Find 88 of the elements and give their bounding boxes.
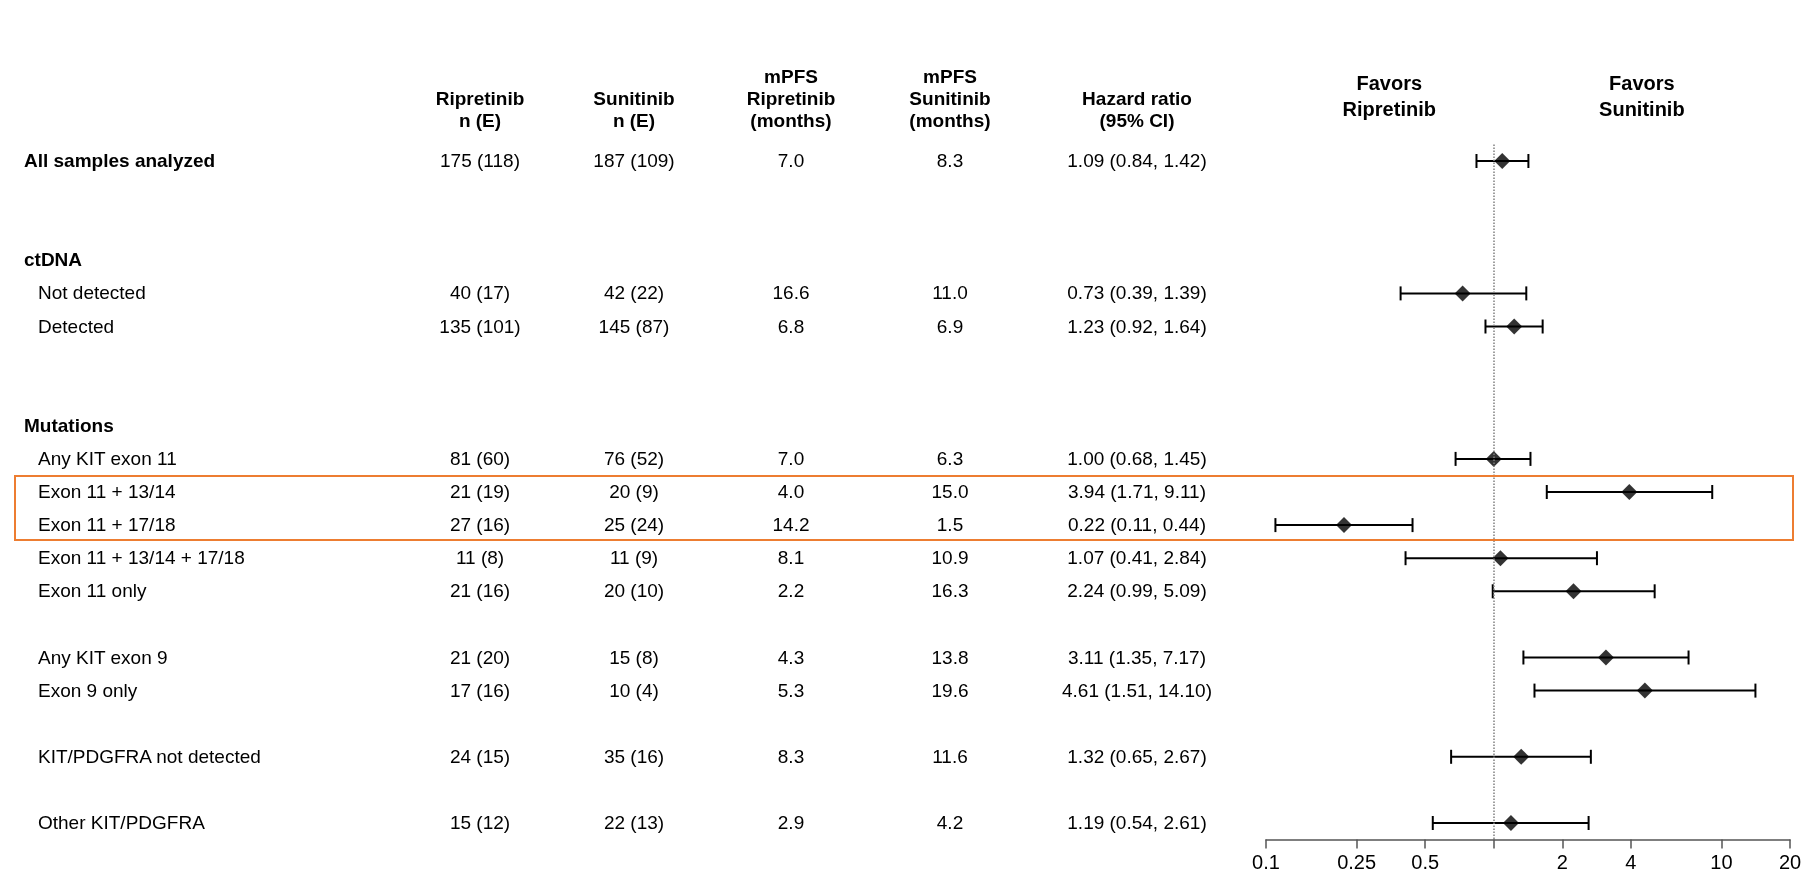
category-label: Other KIT/PDGFRA bbox=[38, 812, 205, 833]
text: 10 (4) bbox=[609, 679, 659, 701]
category-label: Sunitinib n (E) bbox=[592, 88, 676, 132]
category-label: Exon 11 + 17/18 bbox=[38, 514, 176, 536]
category-label: Detected bbox=[38, 315, 115, 337]
x-tick-label: 4 bbox=[1625, 850, 1637, 873]
text: 14.2 bbox=[772, 514, 810, 536]
text: 6.8 bbox=[777, 315, 805, 337]
text: 2.9 bbox=[777, 812, 805, 833]
text: 8.3 bbox=[777, 745, 805, 767]
text: 2.24 (0.99, 5.09) bbox=[1067, 580, 1207, 602]
text: 16.6 bbox=[772, 282, 810, 304]
text: 42 (22) bbox=[603, 282, 665, 304]
category-label: Any KIT exon 11 bbox=[38, 447, 177, 469]
category-label: mPFS Ripretinib (months) bbox=[745, 66, 837, 132]
text: 17 (16) bbox=[449, 679, 511, 701]
text: 8.3 bbox=[936, 150, 964, 171]
text: 21 (16) bbox=[449, 580, 511, 602]
text: 7.0 bbox=[777, 447, 805, 469]
category-label: ctDNA bbox=[24, 249, 83, 271]
text: 25 (24) bbox=[603, 514, 665, 536]
text: 11.6 bbox=[932, 745, 968, 767]
text: 175 (118) bbox=[440, 150, 520, 171]
text: 20 (10) bbox=[603, 580, 665, 602]
category-label: Ripretinib n (E) bbox=[434, 88, 526, 132]
category-label: Exon 11 only bbox=[38, 580, 147, 602]
x-tick-label: 0.25 bbox=[1337, 850, 1377, 873]
text: Favors Ripretinib bbox=[1342, 72, 1436, 120]
category-label: Not detected bbox=[38, 282, 146, 304]
text: 4.0 bbox=[777, 481, 805, 502]
text: 4.61 (1.51, 14.10) bbox=[1062, 679, 1212, 701]
x-tick-label: 0.1 bbox=[1252, 850, 1280, 873]
text: 1.23 (0.92, 1.64) bbox=[1067, 315, 1207, 337]
text: 15 (12) bbox=[449, 812, 511, 833]
text: 15.0 bbox=[931, 481, 969, 502]
text: 27 (16) bbox=[449, 514, 511, 536]
category-label: All samples analyzed bbox=[24, 150, 216, 171]
text: 1.5 bbox=[936, 514, 964, 536]
text: 11 (8) bbox=[455, 547, 505, 569]
category-label: KIT/PDGFRA not detected bbox=[38, 745, 261, 767]
x-tick-label: 10 bbox=[1710, 850, 1733, 873]
text: Favors Sunitinib bbox=[1599, 72, 1685, 120]
text: 11 (9) bbox=[609, 547, 659, 569]
text: 76 (52) bbox=[603, 447, 665, 469]
x-tick-label: 20 bbox=[1778, 850, 1802, 873]
category-label: Hazard ratio (95% CI) bbox=[1081, 88, 1193, 132]
text: 1.07 (0.41, 2.84) bbox=[1067, 547, 1207, 569]
text: 0.22 (0.11, 0.44) bbox=[1067, 514, 1207, 536]
category-label: Mutations bbox=[24, 414, 114, 436]
x-tick-label: 0.5 bbox=[1411, 850, 1440, 873]
text: 6.3 bbox=[936, 447, 964, 469]
text: 35 (16) bbox=[603, 745, 665, 767]
text: 81 (60) bbox=[449, 447, 511, 469]
x-tick-label: 2 bbox=[1556, 850, 1568, 873]
text: 21 (20) bbox=[449, 646, 511, 668]
text: 1.19 (0.54, 2.61) bbox=[1067, 812, 1207, 833]
text: 15 (8) bbox=[609, 646, 659, 668]
text: 2.2 bbox=[777, 580, 805, 602]
text: 40 (17) bbox=[449, 282, 511, 304]
text: 1.09 (0.84, 1.42) bbox=[1067, 150, 1207, 171]
text: 0.73 (0.39, 1.39) bbox=[1067, 282, 1207, 304]
text: 7.0 bbox=[777, 150, 805, 171]
category-label: mPFS Sunitinib (months) bbox=[908, 66, 992, 132]
text: 21 (19) bbox=[449, 481, 511, 502]
text: 187 (109) bbox=[593, 150, 675, 171]
category-label: Exon 9 only bbox=[38, 679, 138, 701]
text: 135 (101) bbox=[439, 315, 521, 337]
text: 11.0 bbox=[932, 282, 968, 304]
text: 22 (13) bbox=[603, 812, 665, 833]
text: 1.00 (0.68, 1.45) bbox=[1067, 447, 1207, 469]
category-label: Exon 11 + 13/14 + 17/18 bbox=[38, 547, 245, 569]
text: 4.3 bbox=[777, 646, 805, 668]
text: 3.11 (1.35, 7.17) bbox=[1067, 646, 1207, 668]
text: 24 (15) bbox=[449, 745, 511, 767]
text: 145 (87) bbox=[598, 315, 670, 337]
text: 19.6 bbox=[931, 679, 969, 701]
category-label: Exon 11 + 13/14 bbox=[38, 481, 176, 502]
text: 16.3 bbox=[931, 580, 969, 602]
text: 1.32 (0.65, 2.67) bbox=[1067, 745, 1207, 767]
text: 6.9 bbox=[936, 315, 964, 337]
text: 5.3 bbox=[777, 679, 805, 701]
text: 3.94 (1.71, 9.11) bbox=[1067, 481, 1207, 502]
text: 8.1 bbox=[777, 547, 805, 569]
text: 13.8 bbox=[931, 646, 969, 668]
category-label: Any KIT exon 9 bbox=[38, 646, 168, 668]
text: 20 (9) bbox=[609, 481, 659, 502]
text: 4.2 bbox=[936, 812, 964, 833]
text: 10.9 bbox=[931, 547, 969, 569]
